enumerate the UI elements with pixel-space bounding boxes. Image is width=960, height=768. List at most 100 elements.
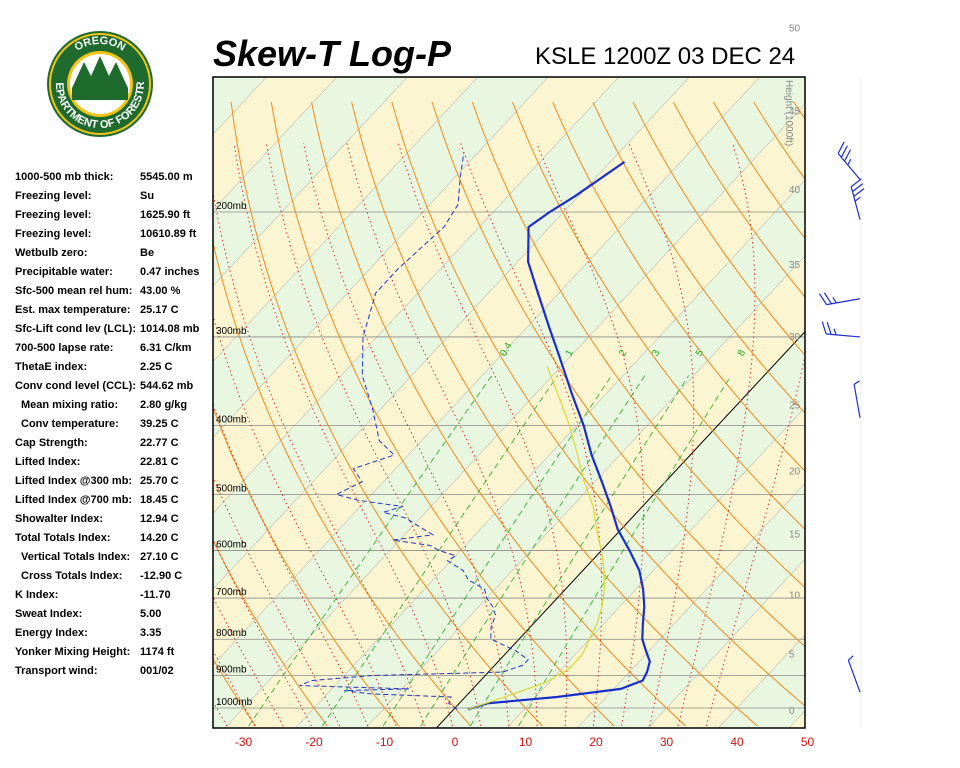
pressure-label: 1000mb [216, 697, 253, 708]
index-label: 1000-500 mb thick: [15, 171, 113, 183]
mixing-ratio-line [248, 375, 493, 727]
index-label: Lifted Index: [15, 456, 80, 468]
pressure-label: 800mb [216, 628, 247, 639]
pressure-label: 200mb [216, 201, 247, 212]
index-label: Showalter Index: [15, 513, 103, 525]
wind-barb-half-flag [853, 380, 860, 385]
dry-adiabat [213, 240, 471, 727]
wind-barb [847, 655, 861, 693]
warm-band [213, 77, 337, 211]
height-tick-label: 5 [789, 649, 795, 660]
wind-barb-staff [837, 153, 861, 180]
wind-barb-staff [847, 660, 861, 693]
dry-adiabat [915, 102, 960, 726]
index-value: 3.35 [140, 627, 161, 639]
index-value: 18.45 C [140, 494, 179, 506]
isotherm-line [213, 77, 549, 438]
dewpoint-line [299, 152, 529, 710]
index-value: 27.10 C [140, 551, 179, 563]
wind-barb-flag [821, 321, 827, 335]
mixing-ratio-line [518, 375, 732, 727]
dry-adiabat [955, 102, 960, 726]
height-tick-label: 15 [789, 530, 801, 541]
wind-barb-flag [852, 183, 864, 193]
wind-barb-staff [826, 298, 861, 306]
height-tick-label: 10 [789, 591, 801, 602]
height-tick-label: 45 [789, 106, 801, 117]
wind-barb [853, 380, 861, 418]
index-label: Sfc-500 mean rel hum: [15, 285, 132, 297]
wind-barb-flag [823, 292, 832, 305]
dry-adiabat [311, 101, 687, 727]
index-value: 12.94 C [140, 513, 179, 525]
temperature-tick-label: -20 [305, 735, 323, 749]
index-value: 22.77 C [140, 437, 179, 449]
pressure-label: 300mb [216, 326, 247, 337]
wind-barb-half-flag [832, 297, 837, 304]
wind-barb-staff [853, 384, 861, 418]
index-label: Cross Totals Index: [21, 570, 122, 582]
isotherm-line [506, 407, 805, 728]
moist-adiabats [213, 143, 805, 727]
mixing-ratio-label: 5 [694, 348, 707, 359]
chart-title: Skew-T Log-P [213, 33, 452, 74]
pressure-label: 700mb [216, 587, 247, 598]
index-label: Freezing level: [15, 228, 91, 240]
dry-adiabat [270, 102, 615, 727]
index-value: 1625.90 ft [140, 209, 190, 221]
index-label: Sweat Index: [15, 608, 82, 620]
index-value: 1174 ft [140, 646, 175, 658]
index-value: 5545.00 m [140, 171, 193, 183]
index-label: 700-500 lapse rate: [15, 342, 113, 354]
temperature-tick-label: 30 [660, 735, 674, 749]
pressure-label: 600mb [216, 540, 247, 551]
index-value: -11.70 [140, 589, 171, 601]
index-value: 5.00 [140, 608, 161, 620]
wind-barb-flag [844, 149, 852, 162]
wind-barb-half-flag [847, 158, 852, 166]
logo-trees-icon [72, 56, 128, 88]
index-label: Total Totals Index: [15, 532, 111, 544]
dry-adiabats [213, 101, 960, 727]
index-label: Yonker Mixing Height: [15, 646, 130, 658]
dry-adiabat [351, 101, 758, 727]
isotherm-line [213, 77, 338, 211]
logo-gold-ring [49, 33, 151, 135]
moist-adiabat [628, 143, 695, 727]
moist-adiabat [233, 143, 453, 727]
index-label: Lifted Index @300 mb: [15, 475, 132, 487]
index-value: 001/02 [140, 665, 174, 677]
isotherm-line [213, 77, 761, 666]
isotherm-line [295, 179, 805, 728]
moist-adiabat [213, 189, 425, 727]
dry-adiabat [230, 102, 543, 727]
wind-barb-flag [840, 145, 848, 158]
index-label: Lifted Index @700 mb: [15, 494, 132, 506]
index-value: 2.80 g/kg [140, 399, 187, 411]
isotherm-line [213, 77, 479, 363]
isotherm-line [213, 77, 690, 590]
dry-adiabat [874, 102, 960, 726]
index-value: 43.00 % [140, 285, 181, 297]
moist-adiabat [265, 143, 482, 727]
pressure-label: 500mb [216, 483, 247, 494]
height-tick-label: 50 [789, 24, 801, 35]
dry-adiabat [213, 658, 257, 727]
skewt-plot-area [213, 77, 960, 728]
dry-adiabat [471, 101, 805, 589]
index-label: Sfc-Lift cond lev (LCL): [15, 323, 136, 335]
temperature-tick-label: -10 [376, 735, 394, 749]
index-value: 0.47 inches [140, 266, 199, 278]
index-value: 22.81 C [140, 456, 179, 468]
index-label: Est. max temperature: [15, 304, 131, 316]
wind-barb-flag [819, 293, 828, 305]
index-value: 14.20 C [140, 532, 179, 544]
index-label: Cap Strength: [15, 437, 88, 449]
temperature-line [467, 160, 651, 711]
zero-isotherm [435, 330, 805, 728]
moist-adiabat [302, 143, 510, 727]
temperature-tick-label: 10 [519, 735, 533, 749]
temperature-tick-label: 40 [730, 735, 744, 749]
moist-adiabat [213, 649, 256, 727]
wind-barbs [819, 141, 865, 693]
